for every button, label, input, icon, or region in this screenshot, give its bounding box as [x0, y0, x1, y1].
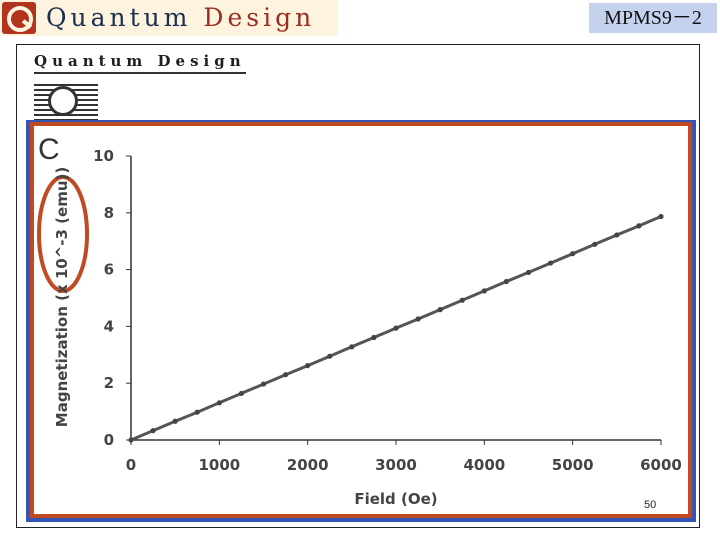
data-point: [238, 390, 245, 397]
x-tick-label: 2000: [287, 456, 329, 474]
data-point: [525, 269, 532, 276]
data-point: [282, 372, 289, 378]
data-point: [547, 260, 554, 266]
inner-logo-text: Quantum Design: [34, 52, 246, 74]
quantum-design-q-icon: [2, 2, 36, 34]
data-point: [415, 316, 421, 322]
logo-word-quantum: Quantum: [46, 3, 192, 32]
y-tick-label: 10: [93, 147, 114, 165]
data-point: [437, 307, 443, 313]
data-point: [150, 428, 156, 434]
x-tick-label: 4000: [463, 456, 505, 474]
y-tick-label: 6: [104, 261, 114, 279]
data-point: [327, 353, 333, 359]
x-axis-title: Field (Oe): [354, 490, 437, 508]
header-logo-text: Quantum Design: [46, 3, 315, 32]
data-point: [349, 344, 355, 350]
data-point: [614, 232, 620, 238]
chart-axes: [130, 156, 661, 441]
data-point: [636, 223, 642, 229]
x-tick-label: 6000: [640, 456, 682, 474]
ylabel-annotation-circle: [37, 175, 89, 293]
x-tick-label: 3000: [375, 456, 417, 474]
chart-panel: [30, 122, 692, 518]
data-point: [260, 381, 267, 387]
data-point: [481, 288, 487, 294]
data-point: [459, 297, 465, 303]
slide-title: MPMS9－2: [589, 3, 717, 33]
data-point: [128, 437, 134, 443]
data-point: [592, 241, 598, 247]
data-point: [503, 278, 510, 285]
y-axis-title: Magnetization (x 10^-3 (emu)): [53, 167, 71, 427]
x-tick-label: 0: [126, 456, 136, 474]
chart-series: [128, 213, 664, 443]
x-tick-label: 1000: [198, 456, 240, 474]
slide-frame: [16, 44, 700, 528]
data-point: [371, 334, 377, 341]
x-tick-label: 5000: [552, 456, 594, 474]
header-logo: Quantum Design: [0, 0, 338, 36]
chart-ticks: 0 1000 2000 3000 4000 5000 6000 0 2 4 6 8 10: [93, 147, 682, 474]
panel-label: C: [38, 133, 60, 166]
data-point: [194, 409, 200, 415]
y-tick-label: 2: [104, 374, 114, 392]
data-point: [216, 400, 222, 406]
page-number: 50: [644, 499, 657, 511]
data-point: [305, 362, 311, 369]
logo-word-design: Design: [203, 3, 316, 32]
y-tick-label: 0: [104, 431, 114, 449]
inner-q-logo-icon: [34, 84, 98, 120]
data-point: [570, 251, 576, 257]
y-tick-label: 4: [104, 317, 114, 335]
data-point: [172, 418, 178, 424]
y-tick-label: 8: [104, 204, 114, 222]
data-point: [393, 325, 399, 331]
data-point: [658, 213, 664, 220]
